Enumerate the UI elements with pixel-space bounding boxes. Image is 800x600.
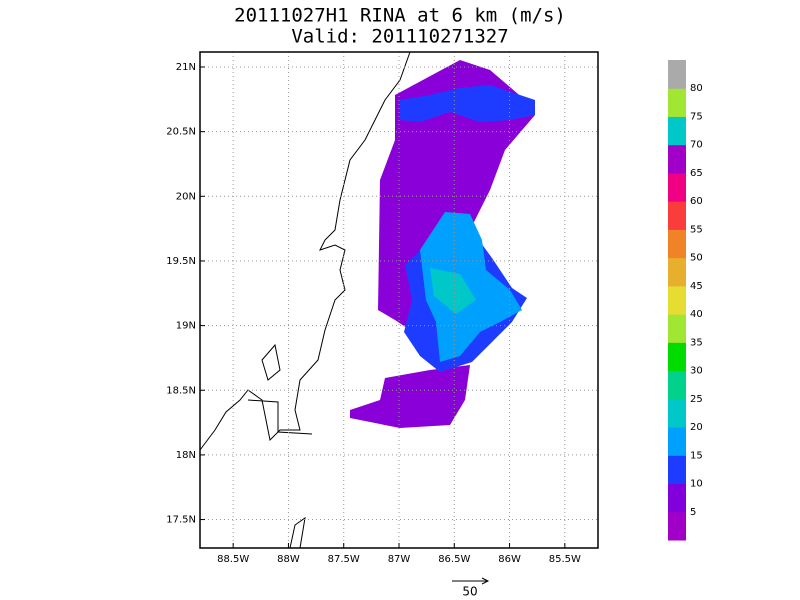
y-tick-label: 20.5N (166, 127, 196, 138)
x-tick-label: 86W (498, 554, 521, 565)
x-tick-label: 88W (277, 554, 300, 565)
colorbar-label: 80 (690, 83, 703, 94)
colorbar-label: 60 (690, 196, 703, 207)
colorbar-swatch (668, 88, 686, 117)
colorbar-label: 45 (690, 281, 703, 292)
wind-region (350, 365, 470, 428)
y-tick-label: 17.5N (166, 515, 196, 526)
reference-arrow-head (481, 577, 490, 585)
map-subtitle: Valid: 201110271327 (291, 26, 508, 48)
wind-field (350, 60, 535, 428)
colorbar-label: 50 (690, 253, 703, 264)
x-tick-label: 85.5W (549, 554, 581, 565)
colorbar-swatch (668, 172, 686, 202)
colorbar-swatch (668, 342, 686, 372)
colorbar-swatch (668, 285, 686, 315)
x-tick-label: 88.5W (217, 554, 249, 565)
colorbar-label: 40 (690, 309, 703, 320)
colorbar-label: 5 (690, 507, 696, 518)
coast-line (199, 51, 411, 451)
coast-line (261, 343, 281, 381)
y-tick-label: 18.5N (166, 385, 196, 396)
colorbar-swatch (668, 511, 686, 541)
colorbar-label: 75 (690, 111, 703, 122)
wind-region (420, 212, 522, 362)
colorbar-swatch (668, 116, 686, 146)
colorbar-swatch (668, 257, 686, 287)
map-title: 20111027H1 RINA at 6 km (m/s) (234, 5, 566, 27)
colorbar-label: 55 (690, 224, 703, 235)
colorbar-swatch (668, 398, 686, 428)
colorbar-swatch (668, 314, 686, 343)
colorbar-swatch (668, 427, 686, 456)
coastline (199, 51, 411, 549)
colorbar-label: 25 (690, 394, 703, 405)
y-tick-label: 18N (176, 450, 196, 461)
y-tick-label: 20N (176, 191, 196, 202)
colorbar-swatch (668, 229, 686, 259)
x-tick-label: 87.5W (328, 554, 360, 565)
border-line (247, 399, 313, 435)
y-tick-label: 21N (176, 62, 196, 73)
colorbar-swatch (668, 455, 686, 485)
colorbar-label: 35 (690, 337, 703, 348)
wind-region (430, 268, 476, 314)
colorbar-swatch (668, 60, 686, 89)
colorbar-label: 20 (690, 422, 703, 433)
reference-label: 50 (462, 585, 477, 599)
coast-line (289, 516, 306, 549)
colorbar-label: 70 (690, 140, 703, 151)
colorbar-swatch (668, 144, 686, 174)
colorbar-label: 15 (690, 450, 703, 461)
x-tick-label: 86.5W (438, 554, 470, 565)
y-tick-label: 19.5N (166, 256, 196, 267)
y-tick-label: 19N (176, 321, 196, 332)
colorbar-swatch (668, 483, 686, 513)
colorbar-label: 10 (690, 479, 703, 490)
x-tick-label: 87W (388, 554, 411, 565)
colorbar-label: 30 (690, 366, 703, 377)
colorbar-swatch (668, 370, 686, 400)
wind-region (400, 85, 535, 122)
colorbar-label: 65 (690, 168, 703, 179)
colorbar-swatch (668, 201, 686, 230)
